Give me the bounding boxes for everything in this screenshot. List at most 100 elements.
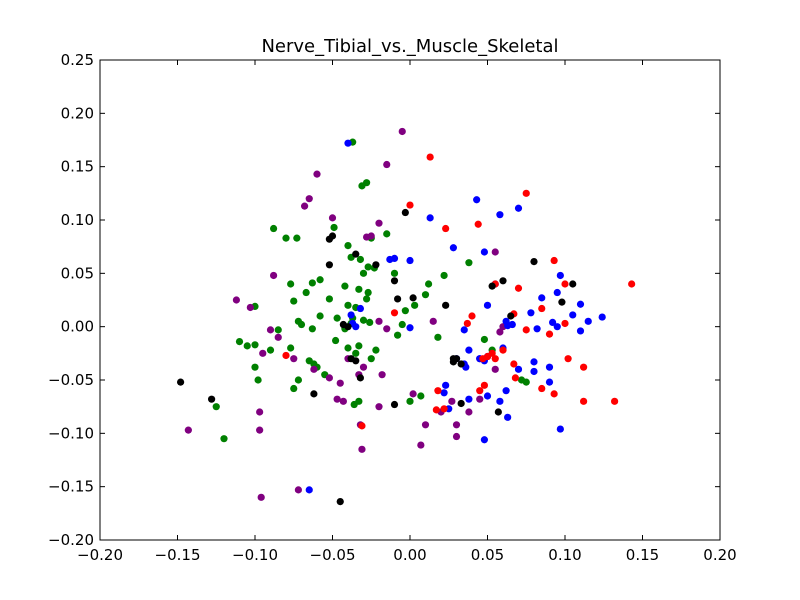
scatter-point <box>401 307 409 315</box>
scatter-point <box>474 220 482 228</box>
scatter-point <box>352 349 360 357</box>
scatter-point <box>496 397 504 405</box>
scatter-point <box>538 384 546 393</box>
y-tick-label: 0.10 <box>61 211 94 229</box>
scatter-point <box>212 403 220 411</box>
scatter-point <box>491 248 499 256</box>
scatter-point <box>290 384 298 393</box>
scatter-point <box>294 376 302 384</box>
scatter-point <box>457 360 465 368</box>
chart-title: Nerve_Tibial_vs._Muscle_Skeletal <box>261 36 558 57</box>
scatter-point <box>332 336 340 345</box>
scatter-point <box>375 317 383 325</box>
scatter-point <box>488 349 496 357</box>
scatter-point <box>390 400 399 409</box>
scatter-point <box>452 421 461 429</box>
y-tick-label: −0.20 <box>48 531 94 549</box>
scatter-point <box>308 279 316 287</box>
x-tick-label: 0.05 <box>471 546 504 564</box>
scatter-point <box>344 139 352 147</box>
scatter-point <box>243 342 251 350</box>
x-tick-label: −0.10 <box>232 546 278 564</box>
scatter-point <box>302 288 310 297</box>
scatter-point <box>530 358 538 366</box>
scatter-point <box>358 445 366 453</box>
scatter-point <box>473 196 481 204</box>
scatter-point <box>480 248 488 256</box>
scatter-point <box>499 277 507 285</box>
scatter-point <box>310 390 318 398</box>
scatter-point <box>251 341 259 349</box>
y-tick-label: 0.25 <box>61 51 94 69</box>
x-tick-label: 0.20 <box>703 546 736 564</box>
scatter-point <box>246 303 254 312</box>
scatter-point <box>421 291 430 299</box>
scatter-point <box>266 346 275 354</box>
scatter-point <box>440 405 448 413</box>
scatter-point <box>463 319 471 328</box>
scatter-point <box>364 288 372 297</box>
scatter-point <box>508 320 516 329</box>
scatter-point <box>538 304 546 313</box>
scatter-point <box>476 395 484 403</box>
scatter-point <box>401 208 409 217</box>
scatter-point <box>522 378 530 386</box>
scatter-point <box>316 276 324 284</box>
scatter-point <box>448 397 456 405</box>
scatter-point <box>449 358 457 366</box>
scatter-point <box>383 160 391 169</box>
scatter-point <box>352 357 360 365</box>
scatter-point <box>465 395 473 403</box>
scatter-point <box>545 330 554 338</box>
scatter-point <box>293 234 301 242</box>
scatter-point <box>511 374 519 382</box>
scatter-point <box>507 312 515 320</box>
scatter-point <box>406 324 414 332</box>
scatter-point <box>409 390 417 398</box>
scatter-point <box>251 363 259 371</box>
scatter-point <box>287 344 295 352</box>
scatter-point <box>549 318 557 326</box>
scatter-point <box>308 325 316 333</box>
scatter-point <box>355 342 363 350</box>
scatter-point <box>282 234 290 242</box>
series-group <box>212 138 530 443</box>
scatter-point <box>421 421 430 429</box>
scatter-point <box>550 256 558 265</box>
scatter-point <box>561 280 569 288</box>
scatter-point <box>363 295 371 303</box>
scatter-point <box>522 326 530 334</box>
scatter-point <box>538 294 546 302</box>
scatter-point <box>282 351 290 360</box>
x-tick-label: 0.15 <box>626 546 659 564</box>
scatter-point <box>533 325 541 333</box>
scatter-point <box>390 309 399 317</box>
scatter-point <box>398 320 406 329</box>
series-group <box>305 139 606 494</box>
scatter-point <box>406 201 414 209</box>
scatter-point <box>254 376 262 384</box>
y-tick-label: 0.05 <box>61 264 94 282</box>
scatter-point <box>359 316 368 324</box>
scatter-point <box>256 408 264 416</box>
scatter-point <box>235 338 244 346</box>
scatter-point <box>336 498 344 506</box>
scatter-point <box>394 295 402 303</box>
scatter-point <box>465 408 473 416</box>
scatter-point <box>333 314 341 322</box>
scatter-point <box>270 224 278 233</box>
scatter-point <box>358 422 366 430</box>
scatter-point <box>409 294 417 302</box>
scatter-point <box>355 285 363 293</box>
x-tick-label: −0.15 <box>155 546 201 564</box>
scatter-point <box>316 312 324 320</box>
scatter-point <box>514 204 523 212</box>
scatter-point <box>341 282 349 290</box>
scatter-point <box>488 282 496 290</box>
y-tick-label: −0.10 <box>48 424 94 442</box>
x-tick-label: −0.05 <box>310 546 356 564</box>
scatter-point <box>564 355 572 363</box>
scatter-point <box>333 395 341 403</box>
scatter-point <box>266 326 275 334</box>
scatter-point <box>257 493 265 501</box>
